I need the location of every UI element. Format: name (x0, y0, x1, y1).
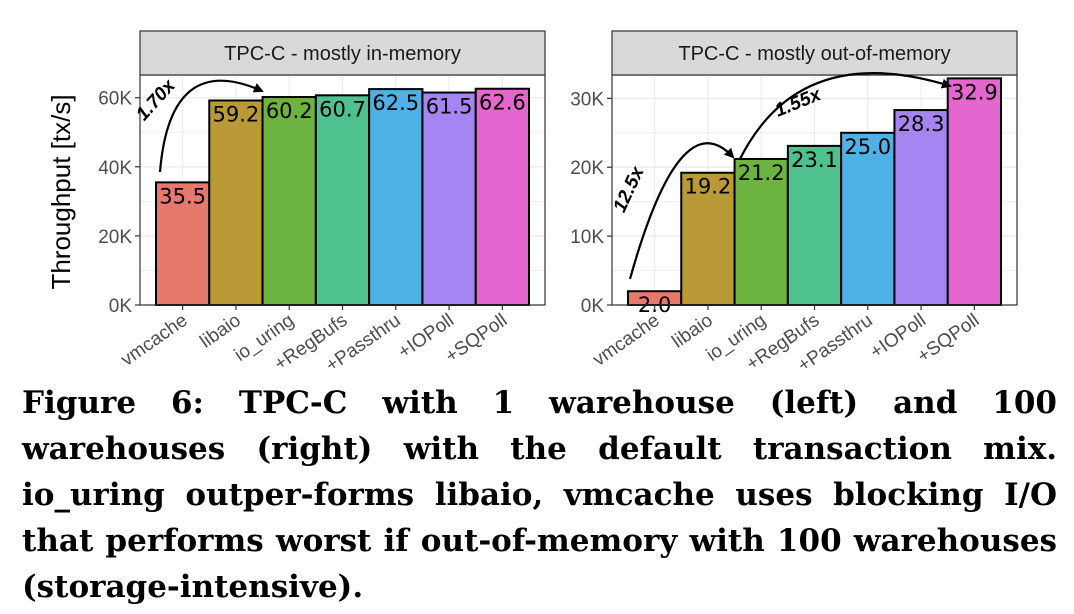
data-label: 23.1 (791, 148, 838, 172)
data-label: 21.2 (738, 161, 785, 185)
bar-libaio (208, 99, 264, 306)
bar-sqpoll (474, 87, 531, 306)
bar-iouring (733, 157, 789, 306)
facet-strip (139, 30, 546, 76)
x-tick-label: vmcache (117, 310, 191, 371)
y-tick-label: 0K (109, 296, 133, 317)
speedup-arrow (158, 79, 264, 173)
data-label: 59.2 (213, 102, 260, 126)
y-tick-label: 30K (570, 89, 604, 110)
data-label: 62.6 (479, 91, 526, 115)
data-label: 32.9 (951, 80, 998, 104)
panel-in-memory: 35.5 59.2 60.2 60.7 62.5 61.5 62.6 TPC-C - most… (46, 30, 546, 376)
y-tick-label: 60K (98, 89, 132, 110)
bar-libaio (680, 171, 736, 306)
speedup-arrow (739, 72, 952, 160)
bar-vmcache (154, 181, 211, 306)
data-label: 60.2 (266, 99, 313, 123)
y-axis-label: Throughput [tx/s] (46, 94, 76, 289)
bar-regbufs (786, 144, 843, 306)
facet-title: TPC-C - mostly in-memory (224, 43, 461, 65)
y-tick-label: 40K (98, 158, 132, 179)
data-label: 35.5 (159, 184, 206, 208)
x-tick-label: +SQPoll (442, 310, 512, 367)
bar-iopoll (421, 91, 477, 306)
figure-chart: 35.5 59.2 60.2 60.7 62.5 61.5 62.6 TPC-C - most… (46, 30, 1018, 376)
bar-regbufs (314, 94, 371, 306)
y-tick-label: 20K (98, 227, 132, 248)
facet-strip (611, 30, 1018, 76)
x-tick-label: vmcache (589, 310, 663, 371)
caption-label: Figure 6: (22, 385, 204, 421)
facet-title: TPC-C - mostly out-of-memory (678, 43, 950, 65)
data-label: 61.5 (426, 95, 473, 119)
data-label: 62.5 (372, 91, 419, 115)
bar-sqpoll (946, 77, 1003, 306)
data-label: 28.3 (898, 112, 945, 136)
speedup-arrow (628, 142, 735, 280)
bar-iopoll (893, 109, 949, 306)
y-tick-label: 0K (581, 296, 605, 317)
data-label: 25.0 (844, 135, 891, 159)
bar-passthru (368, 88, 424, 306)
data-label: 60.7 (319, 97, 366, 121)
data-label: 19.2 (685, 175, 732, 199)
figure-caption: Figure 6: TPC-C with 1 warehouse (left) … (22, 380, 1057, 610)
caption-text: TPC-C with 1 warehouse (left) and 100 wa… (22, 385, 1057, 605)
y-tick-label: 10K (570, 227, 604, 248)
y-tick-label: 20K (570, 158, 604, 179)
bar-iouring (261, 96, 317, 306)
x-tick-label: +SQPoll (914, 310, 984, 367)
